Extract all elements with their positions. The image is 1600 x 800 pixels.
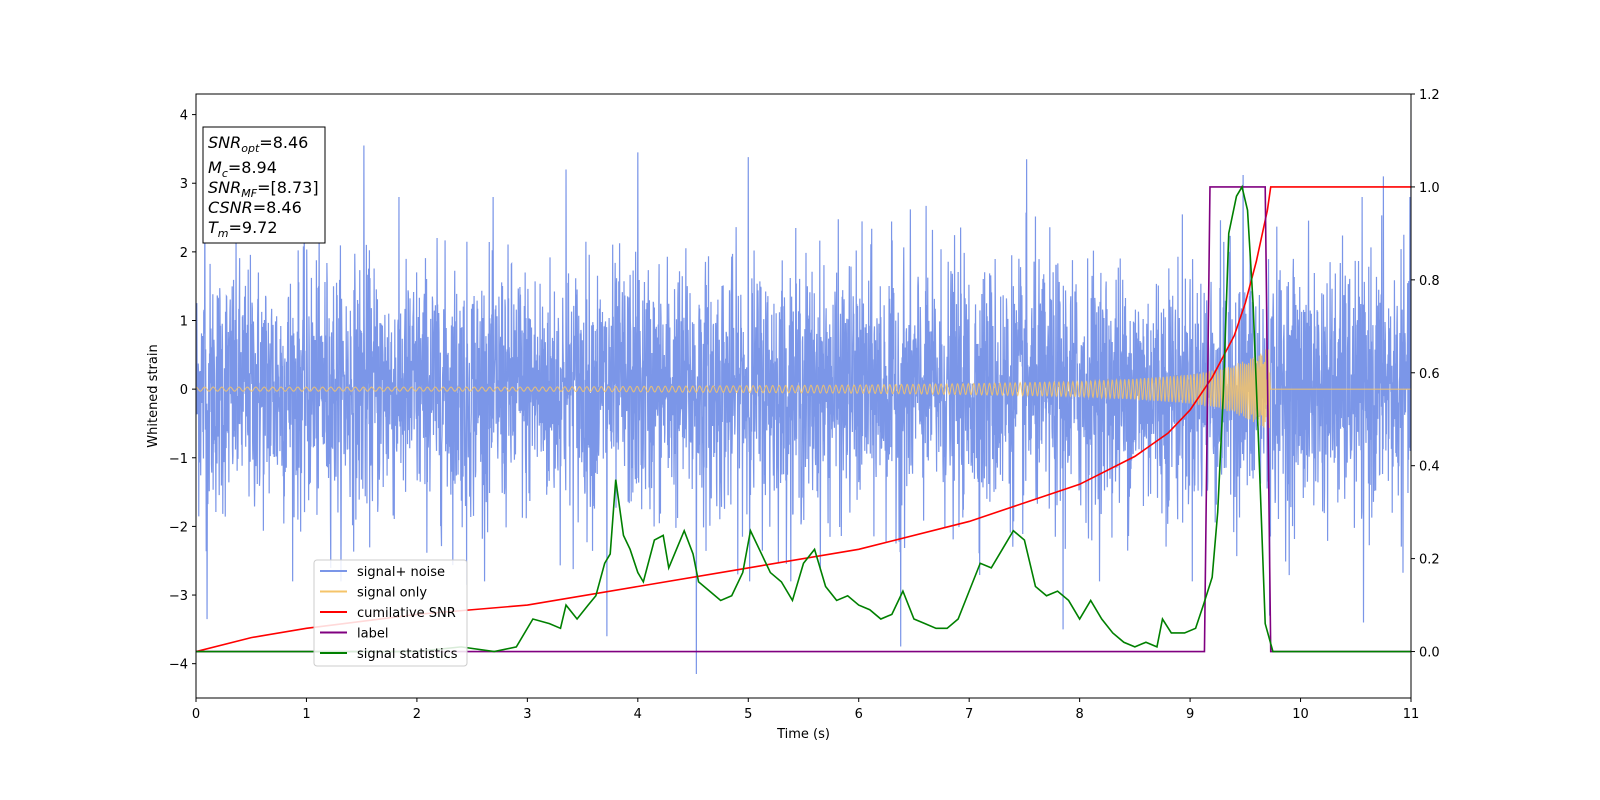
y-tick-label: 3 — [180, 177, 188, 192]
axes: 0 1 2 3 4 5 6 7 8 9 10 11 −4 −3 −2 −1 0 1 2 3 4 0.0 0.2 0.4 0.6 0… — [169, 88, 1440, 722]
x-tick-label: 11 — [1403, 707, 1420, 722]
info-line: Mc=8.94 — [208, 158, 277, 180]
series-signal-only-line — [196, 349, 1411, 428]
y-tick-label: −1 — [169, 452, 188, 467]
legend-label: cumilative SNR — [357, 606, 456, 621]
y-tick-label: −3 — [169, 589, 188, 604]
legend-label: signal statistics — [357, 647, 458, 662]
y-right-tick-label: 1.2 — [1419, 88, 1440, 103]
x-tick-label: 10 — [1292, 707, 1309, 722]
info-line: SNRopt=8.46 — [208, 133, 308, 155]
x-tick-label: 6 — [855, 707, 863, 722]
info-box: SNRopt=8.46 Mc=8.94SNRMF=[8.73]CSNR=8.46T… — [202, 126, 326, 244]
x-tick-label: 9 — [1186, 707, 1194, 722]
y-right-tick-label: 0.6 — [1419, 367, 1440, 382]
info-line: CSNR=8.46 — [208, 198, 302, 217]
y-right-tick-label: 0.8 — [1419, 274, 1440, 289]
legend: signal+ noise signal only cumilative SNR la… — [313, 559, 468, 667]
legend-label: signal+ noise — [357, 565, 445, 580]
x-tick-label: 2 — [413, 707, 421, 722]
plot-frame — [195, 93, 1412, 699]
y-tick-label: 0 — [180, 383, 188, 398]
x-axis-label: Time (s) — [776, 727, 830, 742]
x-tick-label: 0 — [192, 707, 200, 722]
y-tick-label: 1 — [180, 315, 188, 330]
x-tick-label: 8 — [1075, 707, 1083, 722]
x-tick-label: 7 — [965, 707, 973, 722]
x-tick-label: 3 — [523, 707, 531, 722]
y-right-tick-label: 1.0 — [1419, 181, 1440, 196]
y-tick-label: 2 — [180, 246, 188, 261]
info-box-frame — [202, 126, 326, 244]
y-tick-label: 4 — [180, 109, 188, 124]
x-tick-label: 5 — [744, 707, 752, 722]
y-right-tick-label: 0.0 — [1419, 646, 1440, 661]
y-tick-label: −2 — [169, 520, 188, 535]
x-tick-label: 4 — [634, 707, 642, 722]
y-tick-label: −4 — [169, 658, 188, 673]
x-tick-label: 1 — [302, 707, 310, 722]
y-right-tick-label: 0.2 — [1419, 553, 1440, 568]
legend-frame — [313, 559, 468, 667]
y-axis-label: Whitened strain — [146, 344, 161, 447]
info-line: SNRMF=[8.73] — [208, 178, 319, 200]
legend-label: signal only — [357, 586, 427, 601]
legend-label: label — [357, 627, 388, 642]
series-signal-statistics-line — [196, 184, 1411, 653]
info-line: Tm=9.72 — [208, 218, 278, 240]
y-right-tick-label: 0.4 — [1419, 460, 1440, 475]
